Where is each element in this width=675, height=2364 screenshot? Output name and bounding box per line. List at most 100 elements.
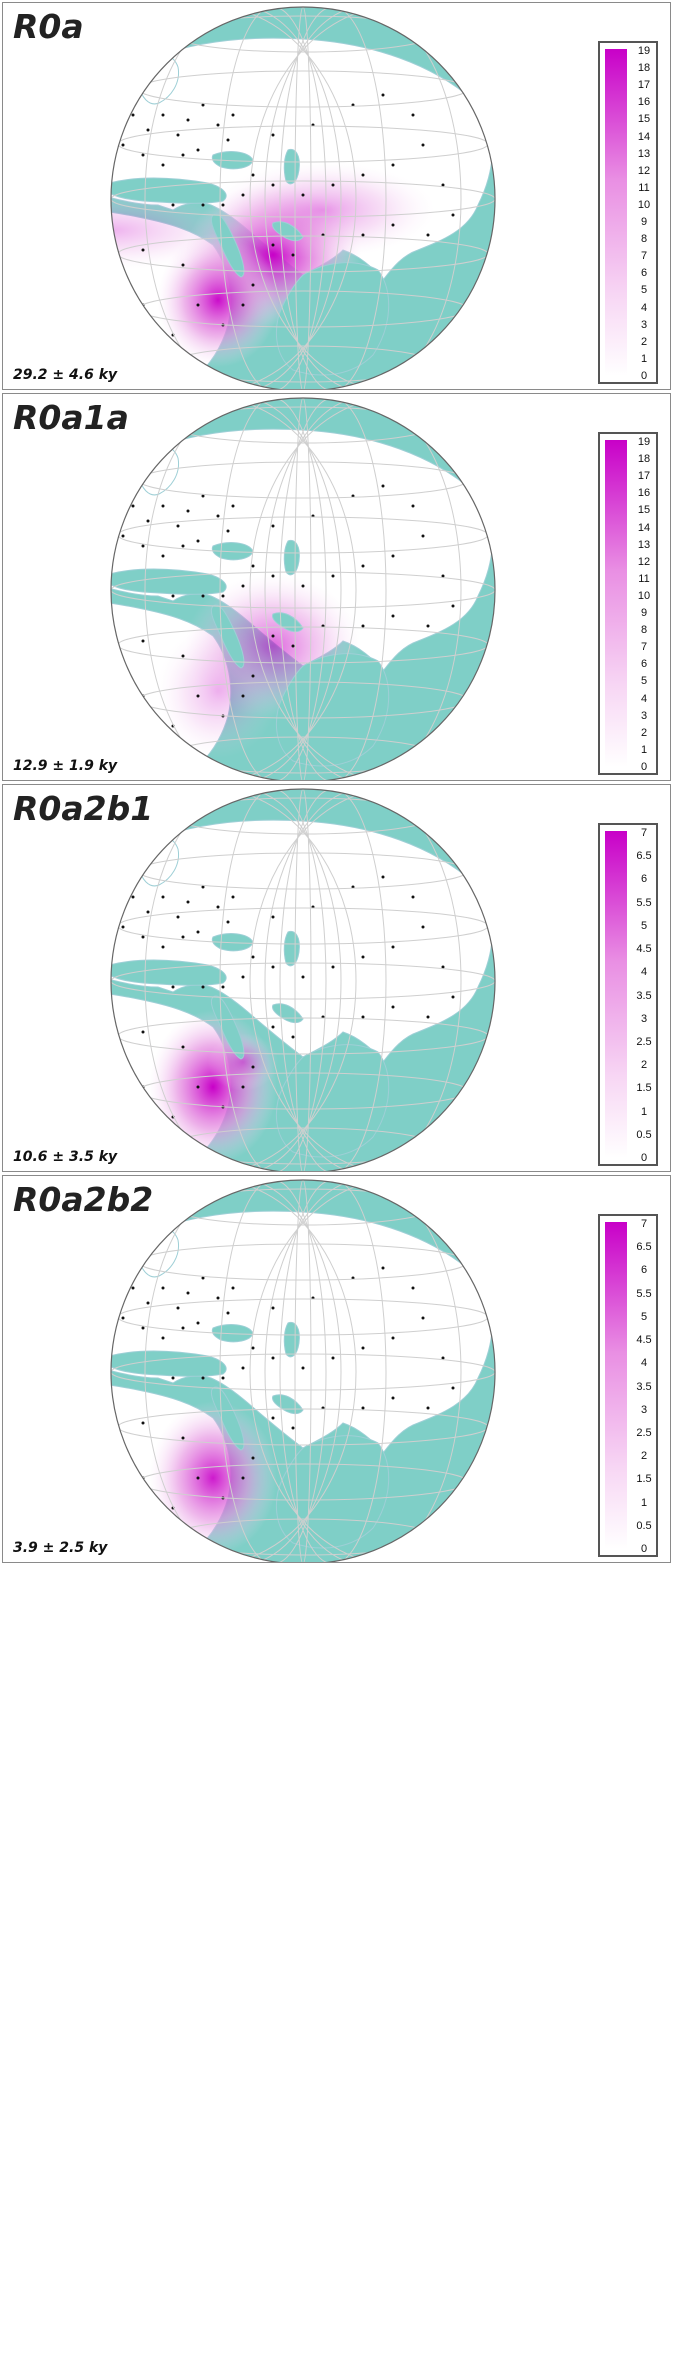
sample-point: [141, 1030, 145, 1034]
scale-tick-label: 4: [640, 1357, 648, 1370]
sample-point: [102, 625, 105, 628]
sample-point: [451, 1386, 455, 1390]
scale-tick-label: 19: [637, 436, 651, 448]
sample-point: [241, 1476, 245, 1480]
scale-tick-label: 10: [637, 198, 651, 211]
sample-point: [67, 1001, 70, 1004]
haplogroup-title: R0a2b1: [13, 789, 154, 828]
sample-point: [102, 1297, 105, 1300]
sample-point: [186, 118, 190, 122]
age-estimate: 3.9 ± 2.5 ky: [13, 1540, 108, 1556]
sample-point: [231, 504, 235, 508]
age-estimate: 12.9 ± 1.9 ky: [13, 758, 118, 774]
scale-tick-label: 16: [637, 96, 651, 109]
sample-point: [82, 1307, 85, 1310]
sample-point: [216, 123, 220, 127]
sample-point: [391, 163, 395, 167]
haplogroup-title: R0a: [13, 7, 84, 46]
map-panel-r0a2b2: R0a2b2 3.9 ± 2.5 ky 7 6.5 6 5.5 5 4.5 4 3.5 3 2.5…: [2, 1175, 671, 1563]
sample-point: [102, 1016, 105, 1019]
latitude-line: [111, 1353, 495, 1391]
scale-tick-label: 15: [637, 113, 651, 126]
globe-map: [67, 788, 496, 1171]
sample-point: [181, 153, 185, 157]
sample-point: [186, 900, 190, 904]
sample-point: [92, 936, 95, 939]
sample-point: [271, 634, 275, 638]
sample-point: [67, 1392, 70, 1395]
sample-point: [196, 1476, 200, 1480]
color-scale-gradient: [605, 831, 627, 1158]
scale-tick-label: 19: [637, 45, 651, 57]
sample-point: [131, 504, 135, 508]
scale-tick-label: 13: [637, 147, 651, 160]
longitude-line: [144, 1180, 342, 1562]
landmass: [75, 104, 93, 130]
sample-point: [201, 1276, 205, 1280]
water-body: [210, 995, 245, 1060]
sample-point: [196, 1085, 200, 1089]
sample-point: [216, 1296, 220, 1300]
frequency-hotspot: [157, 232, 279, 368]
sample-point: [331, 965, 335, 969]
scale-tick-label: 3: [640, 1012, 648, 1025]
sample-point: [201, 203, 205, 207]
sample-point: [111, 1065, 115, 1069]
water-body: [210, 213, 245, 278]
sample-point: [146, 519, 150, 523]
sample-point: [171, 594, 175, 598]
longitude-line: [144, 7, 342, 389]
scale-tick-label: 15: [637, 504, 651, 517]
sample-point: [176, 133, 180, 137]
scale-tick-label: 1: [640, 1105, 648, 1118]
sample-point: [67, 219, 70, 222]
sample-point: [426, 233, 430, 237]
sample-point: [241, 1366, 245, 1370]
scale-tick-label: 0.5: [636, 1128, 652, 1141]
sample-point: [161, 113, 165, 117]
sample-point: [411, 895, 415, 899]
sample-point: [221, 203, 225, 207]
scale-tick-label: 11: [638, 572, 650, 585]
scale-tick-label: 6.5: [636, 1241, 652, 1254]
scale-tick-label: 4: [640, 966, 648, 979]
sample-point: [181, 935, 185, 939]
sample-point: [131, 895, 135, 899]
landmass-group: [75, 428, 493, 777]
longitude-line: [279, 7, 387, 389]
globe-outline: [110, 397, 496, 780]
longitude-line: [294, 789, 312, 1171]
scale-tick-label: 7: [640, 827, 648, 839]
landmass: [75, 886, 93, 912]
color-scale-ticks: 7 6.5 6 5.5 5 4.5 4 3.5 3 2.5 2 1.5 1 0.5 0: [630, 1216, 660, 1555]
sample-point: [251, 564, 255, 568]
scale-tick-label: 5: [640, 675, 648, 688]
sample-point: [361, 173, 365, 177]
longitude-line: [279, 398, 387, 780]
sample-point: [102, 515, 105, 518]
globe-content: [75, 398, 495, 780]
sample-point: [251, 283, 255, 287]
scale-tick-label: 9: [640, 607, 648, 620]
sample-point: [331, 1356, 335, 1360]
scale-tick-label: 6: [640, 658, 648, 671]
sample-point: [181, 1436, 185, 1440]
scale-tick-label: 1: [640, 352, 648, 365]
sample-point: [161, 504, 165, 508]
sample-point: [111, 484, 115, 488]
sample-point: [381, 1266, 385, 1270]
sample-point: [271, 965, 275, 969]
longitude-line: [264, 7, 462, 389]
scale-tick-label: 8: [640, 233, 648, 246]
sample-point: [161, 1286, 165, 1290]
sample-point: [451, 604, 455, 608]
scale-tick-label: 0: [640, 1152, 648, 1164]
landmass: [75, 495, 93, 521]
scale-tick-label: 2: [640, 335, 648, 348]
scale-tick-label: 2.5: [636, 1426, 652, 1439]
sample-point: [411, 504, 415, 508]
sample-point: [121, 143, 125, 147]
longitude-line: [219, 1180, 327, 1562]
scale-tick-label: 1.5: [636, 1473, 652, 1486]
sample-point: [271, 524, 275, 528]
